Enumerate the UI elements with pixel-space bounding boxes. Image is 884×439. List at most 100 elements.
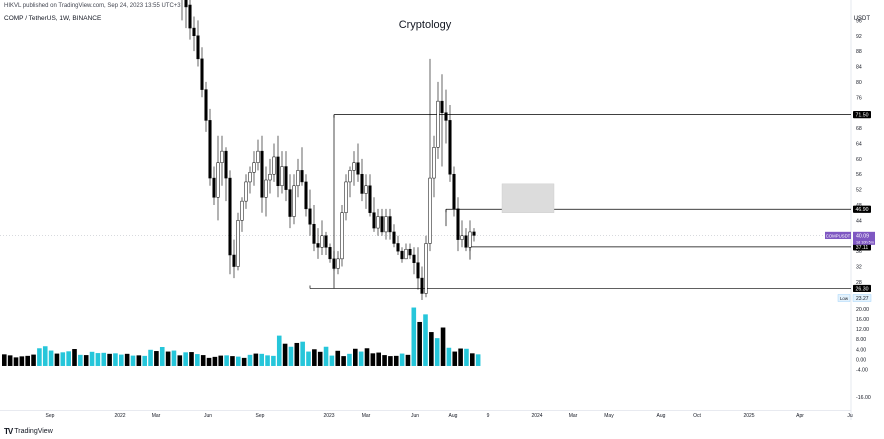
low-marker: Low 23.27 — [837, 294, 872, 302]
time-tick-label: Ju — [847, 413, 853, 419]
candle — [424, 235, 428, 298]
volume-bar — [206, 357, 212, 366]
candle — [416, 247, 420, 290]
volume-bar — [224, 355, 229, 366]
volume-bar — [317, 351, 323, 366]
tradingview-logo-icon: TV — [4, 427, 13, 436]
time-tick-label: Oct — [693, 413, 701, 419]
price-tick-label: 52 — [856, 188, 862, 194]
volume-bar — [95, 353, 101, 366]
candle — [248, 166, 252, 194]
volume-bar — [388, 356, 393, 366]
volume-bar — [247, 354, 253, 366]
volume-bar — [306, 351, 311, 366]
volume-tick-label: 12.00 — [856, 327, 869, 333]
time-axis[interactable]: Sep 2022 Mar Jun Sep 2023 Mar Jun Aug 9 2024 Mar May… — [46, 413, 853, 419]
candle-body — [324, 235, 328, 248]
time-tick-label: 2024 — [531, 413, 542, 419]
candle-body — [336, 258, 340, 269]
candle-body — [448, 120, 452, 175]
time-tick-label: 2023 — [323, 413, 334, 419]
time-tick-label: May — [604, 413, 614, 419]
volume-bar — [259, 353, 264, 366]
volume-bar — [241, 357, 247, 366]
time-tick-label: Mar — [152, 413, 161, 419]
candle — [372, 197, 376, 232]
time-tick-label: Mar — [569, 413, 578, 419]
volume-tick-label: 20.00 — [856, 307, 869, 313]
volume-series — [2, 307, 481, 366]
candle — [452, 166, 456, 217]
volume-tick-label: 0.00 — [856, 357, 866, 363]
candle — [332, 251, 336, 271]
candle — [344, 174, 348, 221]
volume-bar — [142, 355, 147, 366]
candle-body — [220, 150, 224, 163]
candle — [204, 81, 208, 132]
candle — [264, 166, 268, 217]
volume-bar — [376, 352, 381, 366]
candle — [208, 108, 212, 186]
volume-tick-label: 16.00 — [856, 317, 869, 323]
candle — [216, 135, 220, 221]
candle — [460, 220, 464, 248]
volume-bar — [393, 355, 399, 366]
volume-bar — [78, 354, 83, 366]
candle — [296, 158, 300, 198]
zone-rect — [501, 183, 555, 213]
volume-bar — [294, 342, 300, 366]
volume-bar — [429, 332, 434, 366]
candle — [236, 212, 240, 271]
low-tag-label: Low — [840, 296, 849, 301]
volume-bar — [475, 354, 481, 366]
level-price-tag: 46.90 — [853, 205, 871, 213]
candle-body — [392, 231, 396, 244]
price-tick-label: 92 — [856, 34, 862, 40]
volume-bar — [212, 356, 218, 366]
level-price-tag: 37.11 — [853, 243, 871, 251]
low-value-label: 23.27 — [856, 296, 869, 302]
volume-bar — [159, 347, 165, 366]
price-tick-label: 56 — [856, 172, 862, 178]
volume-bar — [183, 352, 188, 366]
price-axis[interactable]: 96928884807668646056524844363228 — [856, 18, 862, 286]
candle — [304, 174, 308, 217]
candle-body — [408, 248, 412, 256]
volume-bar — [195, 354, 200, 366]
candle-body — [468, 231, 472, 248]
volume-bar — [423, 314, 428, 366]
time-tick-label: 2022 — [114, 413, 125, 419]
price-tick-label: 96 — [856, 18, 862, 24]
candle — [364, 174, 368, 209]
volume-bar — [236, 356, 241, 366]
candle-body — [464, 235, 468, 248]
candle — [276, 135, 280, 198]
tradingview-brand[interactable]: TV TradingView — [4, 427, 53, 436]
time-tick-label: Aug — [449, 413, 458, 419]
candle — [328, 243, 332, 263]
candle — [324, 231, 328, 255]
candle-body — [400, 250, 404, 260]
candle — [456, 197, 460, 252]
symbol-label[interactable]: COMP / TetherUS, 1W, BINANCE — [4, 15, 102, 22]
candlestick-series — [181, 0, 476, 300]
candle-body — [196, 35, 200, 60]
price-tick-label: 80 — [856, 80, 862, 86]
volume-bar — [119, 354, 124, 366]
candle-body — [232, 254, 236, 267]
candle — [356, 143, 360, 182]
level-tag-bg — [853, 284, 871, 293]
candle-body — [308, 208, 312, 225]
candle — [472, 228, 476, 242]
volume-bar — [370, 353, 376, 366]
volume-bar — [335, 350, 341, 366]
volume-axis[interactable]: 20.00 16.00 12.00 8.00 4.00 0.00 -4.00 -16.00 — [856, 307, 871, 401]
volume-bar — [382, 355, 387, 366]
candle — [316, 228, 320, 259]
price-tag-bg — [853, 231, 875, 245]
candle — [404, 243, 408, 260]
price-tick-label: 32 — [856, 265, 862, 271]
volume-bar — [72, 349, 77, 366]
candle — [388, 208, 392, 240]
